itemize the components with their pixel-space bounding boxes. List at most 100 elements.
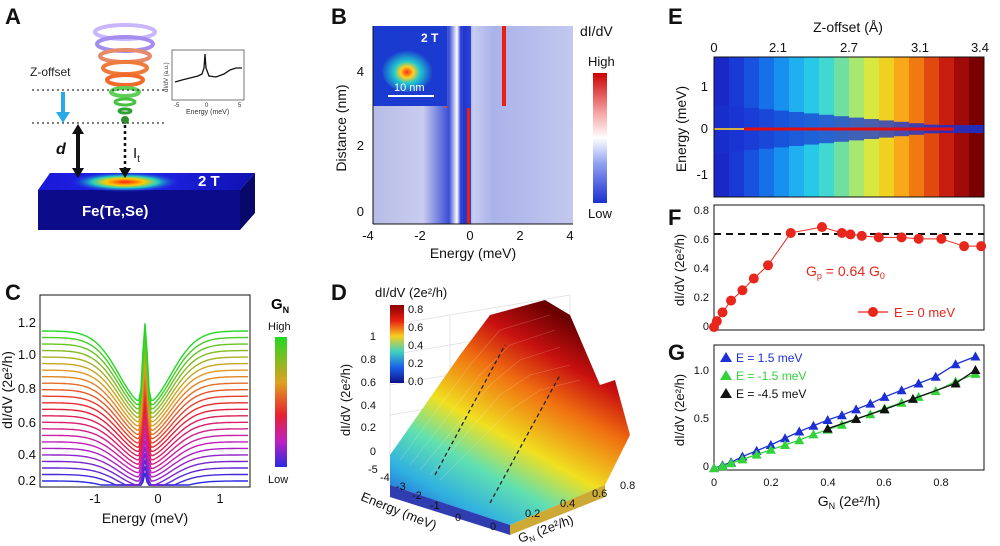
b-colorbar-title: dI/dV	[580, 23, 613, 39]
svg-text:0.6: 0.6	[592, 488, 607, 500]
panel-d-3d-surface: dI/dV (2e²/h) 0.8 0.6 0.4 0.2 0.0 0 0.2 …	[338, 285, 635, 545]
e-heatmap-columns	[714, 57, 985, 197]
panel-e-heatmap: Z-offset (Å) 0 2.1 2.7 3.1 3.4 1 0 -1 En…	[673, 19, 989, 198]
f-annotation: Gp = 0.64 G0	[806, 263, 885, 281]
f-data-point	[913, 233, 924, 244]
c-spectrum-curve	[42, 466, 248, 486]
svg-text:0.0: 0.0	[408, 376, 423, 388]
panel-label-g: G	[668, 340, 686, 365]
svg-text:-4: -4	[380, 472, 390, 484]
b-colorbar-high: High	[588, 54, 615, 69]
f-data-point	[856, 230, 867, 241]
b-ylabel: Distance (nm)	[333, 84, 349, 171]
slab-front	[38, 190, 240, 230]
c-spectrum-curve	[42, 472, 248, 486]
svg-text:E = -1.5 meV: E = -1.5 meV	[736, 369, 806, 383]
svg-text:0.6: 0.6	[18, 415, 36, 430]
svg-text:0.4: 0.4	[694, 263, 709, 275]
inset-field-label: 2 T	[421, 31, 439, 45]
panel-g-scatter: 0 0.5 1.0 dI/dV (2e²/h) 0 0.2 0.4 0.6 0.…	[672, 344, 985, 511]
panel-b-linecut-map: 2 T 10 nm -4 -2 0 2 4 0 2 4 Energy (meV)…	[333, 23, 615, 261]
svg-text:-5: -5	[368, 464, 378, 476]
g-data-point	[765, 440, 776, 449]
svg-text:0.6: 0.6	[361, 377, 376, 389]
material-label: Fe(Te,Se)	[82, 203, 148, 220]
f-data-point	[711, 316, 722, 327]
g-data-point	[930, 371, 941, 381]
f-data-point	[959, 241, 970, 252]
g-data-point	[907, 393, 918, 403]
c-ylabel: dI/dV (2e²/h)	[0, 351, 15, 429]
spectrum-inset: dI/dV (a.u.) -5 0 5 Energy (meV)	[164, 49, 245, 116]
svg-text:0.6: 0.6	[694, 234, 709, 246]
g-data-point	[851, 414, 862, 424]
z-offset-label: Z-offset	[30, 65, 71, 79]
c-spectrum-curve	[42, 459, 248, 486]
svg-text:0.8: 0.8	[620, 480, 635, 492]
svg-text:0: 0	[703, 321, 709, 333]
e-top-label: Z-offset (Å)	[813, 19, 883, 35]
svg-text:0.4: 0.4	[408, 340, 423, 352]
f-data-point	[817, 222, 827, 233]
c-spectrum-curve	[42, 440, 248, 478]
f-data-point	[763, 260, 773, 271]
f-data	[709, 222, 987, 333]
c-spectrum-curve	[42, 407, 248, 457]
e-gap-band	[969, 125, 985, 133]
svg-text:0: 0	[710, 40, 717, 55]
svg-text:-1: -1	[696, 167, 708, 182]
g-series-line-2	[827, 369, 976, 430]
e-zero-bias-line-low	[714, 128, 744, 130]
g-data-point	[751, 449, 762, 459]
svg-text:1.0: 1.0	[18, 347, 36, 362]
svg-text:0: 0	[370, 446, 376, 458]
g-xlabel: GN (2e²/h)	[818, 493, 881, 511]
svg-text:0.2: 0.2	[18, 473, 36, 488]
g-data-point	[717, 461, 728, 471]
svg-text:-1: -1	[430, 500, 440, 512]
g-data-point	[737, 454, 748, 464]
d-label: d	[56, 141, 67, 158]
c-colorbar-high: High	[268, 321, 291, 333]
svg-text:5: 5	[238, 103, 242, 109]
svg-text:0: 0	[154, 491, 161, 506]
g-data-point	[950, 378, 961, 388]
svg-text:-2: -2	[414, 228, 426, 243]
svg-text:0: 0	[711, 477, 717, 489]
svg-text:0.8: 0.8	[933, 477, 948, 489]
g-ylabel: dI/dV (2e²/h)	[672, 374, 687, 446]
d-dashed-line-1	[434, 344, 506, 476]
svg-text:0.8: 0.8	[361, 354, 376, 366]
b-colorbar	[593, 73, 607, 203]
panel-label-b: B	[331, 4, 347, 29]
g-data-point	[780, 433, 791, 443]
f-legend-label: E = 0 meV	[894, 305, 955, 320]
svg-text:0: 0	[357, 204, 364, 219]
g-data-point	[822, 415, 833, 424]
panel-label-e: E	[668, 4, 683, 29]
svg-text:0.6: 0.6	[408, 322, 423, 334]
d-colorbar-title: dI/dV (2e²/h)	[375, 285, 447, 300]
g-data-point	[709, 463, 719, 473]
svg-text:E = -4.5 meV: E = -4.5 meV	[736, 387, 806, 401]
svg-text:1.0: 1.0	[694, 365, 709, 377]
svg-text:2.7: 2.7	[840, 40, 858, 55]
svg-text:dI/dV (a.u.): dI/dV (a.u.)	[164, 62, 170, 92]
g-data-point	[896, 385, 907, 395]
svg-text:0: 0	[701, 121, 708, 136]
svg-text:0.2: 0.2	[763, 477, 778, 489]
panel-label-c: C	[5, 280, 21, 305]
f-data-point	[936, 233, 947, 244]
coherence-peak	[502, 26, 506, 106]
g-data-point	[794, 426, 805, 436]
svg-text:0.4: 0.4	[361, 400, 376, 412]
f-data-point	[873, 232, 884, 243]
svg-text:0.6: 0.6	[876, 477, 891, 489]
f-data-point	[737, 285, 748, 296]
c-colorbar	[275, 337, 287, 467]
stm-tip	[93, 23, 157, 124]
svg-text:1: 1	[370, 331, 376, 343]
svg-text:0.2: 0.2	[525, 508, 540, 520]
e-zero-bias-line	[744, 127, 954, 131]
svg-text:3.1: 3.1	[911, 40, 929, 55]
